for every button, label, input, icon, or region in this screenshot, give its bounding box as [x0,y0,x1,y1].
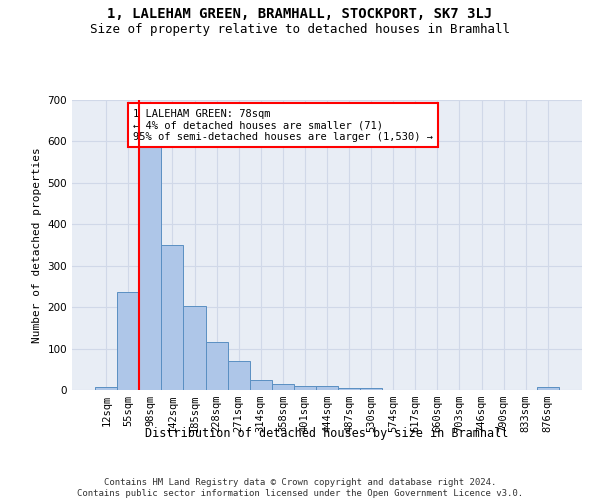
Text: 1, LALEHAM GREEN, BRAMHALL, STOCKPORT, SK7 3LJ: 1, LALEHAM GREEN, BRAMHALL, STOCKPORT, S… [107,8,493,22]
Bar [117,292,139,390]
Bar [316,386,338,390]
Text: Size of property relative to detached houses in Bramhall: Size of property relative to detached ho… [90,22,510,36]
Bar [537,386,559,390]
Text: Contains HM Land Registry data © Crown copyright and database right 2024.
Contai: Contains HM Land Registry data © Crown c… [77,478,523,498]
Bar [250,380,272,390]
Text: 1 LALEHAM GREEN: 78sqm
← 4% of detached houses are smaller (71)
95% of semi-deta: 1 LALEHAM GREEN: 78sqm ← 4% of detached … [133,108,433,142]
Bar [360,388,382,390]
Bar [206,342,227,390]
Bar [161,245,184,390]
Bar [95,386,117,390]
Bar [294,386,316,390]
Y-axis label: Number of detached properties: Number of detached properties [32,147,42,343]
Bar [139,146,161,390]
Text: Distribution of detached houses by size in Bramhall: Distribution of detached houses by size … [145,428,509,440]
Bar [338,388,360,390]
Bar [227,360,250,390]
Bar [272,384,294,390]
Bar [184,306,206,390]
